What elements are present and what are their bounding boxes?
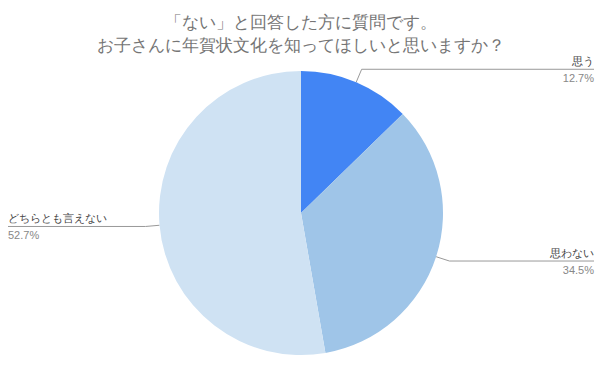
svg-text:「ない」と回答した方に質問です。: 「ない」と回答した方に質問です。 <box>165 13 437 32</box>
svg-text:34.5%: 34.5% <box>563 264 594 276</box>
svg-text:12.7%: 12.7% <box>563 72 594 84</box>
svg-text:お子さんに年賀状文化を知ってほしいと思いますか？: お子さんに年賀状文化を知ってほしいと思いますか？ <box>97 36 505 55</box>
svg-text:どちらとも言えない: どちらとも言えない <box>8 212 107 224</box>
svg-text:52.7%: 52.7% <box>8 229 39 241</box>
svg-text:思う: 思う <box>571 55 594 68</box>
svg-text:思わない: 思わない <box>549 247 594 259</box>
